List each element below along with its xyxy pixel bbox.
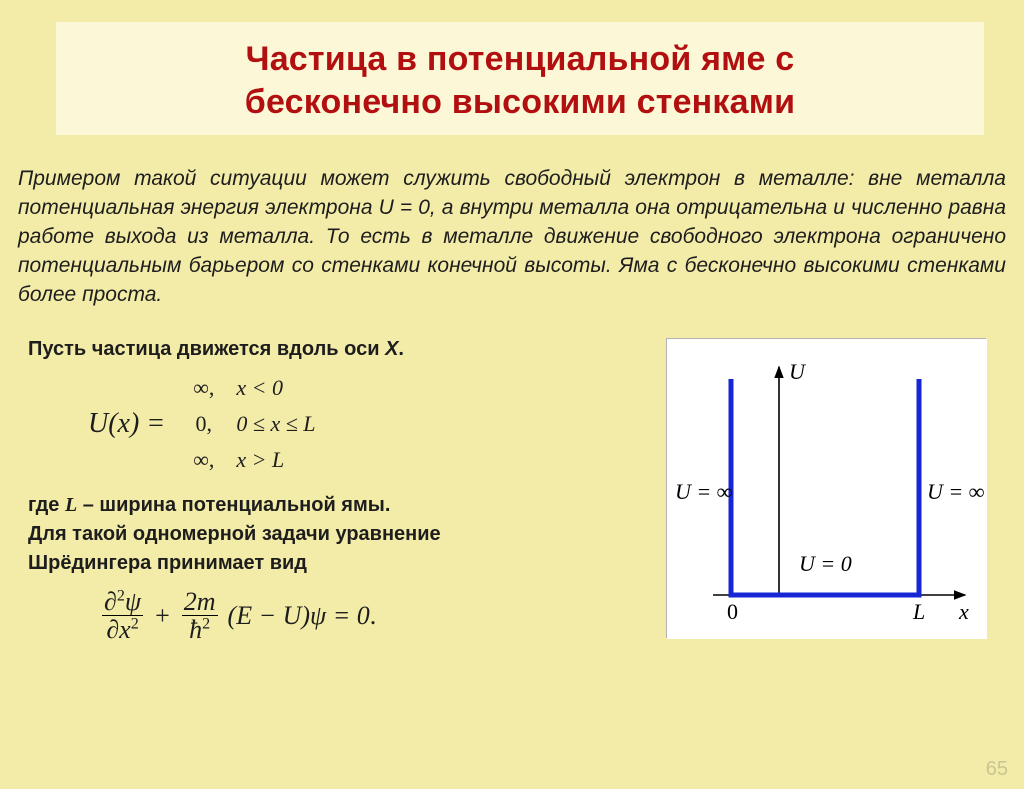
where-post: – ширина потенциальной ямы. — [77, 494, 390, 516]
schro-frac-2-num: 2m — [182, 588, 218, 616]
where-line: где L – ширина потенциальной ямы. — [28, 491, 650, 520]
piecewise-cond: 0 ≤ x ≤ L — [226, 407, 325, 441]
content-row: Пусть частица движется вдоль оси X. U(x)… — [0, 338, 1024, 644]
psi-symbol: ψ — [125, 587, 141, 616]
schro-frac-1: ∂2ψ ∂x2 — [102, 588, 143, 644]
dx-symbol: ∂x — [106, 615, 130, 644]
body-line-3: Шрёдингера принимает вид — [28, 549, 650, 578]
body-line-2: Для такой одномерной задачи уравнение — [28, 520, 650, 549]
svg-text:U = 0: U = 0 — [799, 551, 852, 576]
axis-sentence-suffix: . — [398, 338, 404, 360]
piecewise-row: ∞, x > L — [183, 443, 325, 477]
plus-sign: + — [155, 601, 170, 631]
schro-frac-1-den: ∂x2 — [104, 616, 140, 643]
axis-variable: X — [385, 338, 398, 360]
piecewise-cond: x < 0 — [226, 371, 325, 405]
piecewise-value: ∞, — [183, 371, 224, 405]
page-title: Частица в потенциальной яме сбесконечно … — [64, 38, 976, 123]
partial-symbol: ∂ — [104, 587, 117, 616]
sup-2: 2 — [117, 587, 125, 604]
piecewise-value: 0, — [183, 407, 224, 441]
where-L: L — [65, 494, 77, 516]
schro-frac-2-den: ħ2 — [187, 616, 212, 643]
page-number: 65 — [986, 758, 1008, 781]
svg-text:x: x — [958, 599, 969, 624]
right-column: Ux 0 L U = ∞ U = ∞ U = 0 — [658, 338, 1024, 644]
left-column: Пусть частица движется вдоль оси X. U(x)… — [0, 338, 658, 644]
schrodinger-equation: ∂2ψ ∂x2 + 2m ħ2 (E − U)ψ = 0. — [98, 588, 650, 644]
piecewise-cases: ∞, x < 0 0, 0 ≤ x ≤ L ∞, x > L — [181, 369, 327, 479]
svg-text:U: U — [789, 359, 807, 384]
schrodinger-row: ∂2ψ ∂x2 + 2m ħ2 (E − U)ψ = 0. — [98, 588, 650, 644]
svg-text:0: 0 — [727, 599, 738, 624]
piecewise-label: U(x) = — [88, 408, 165, 440]
piecewise-cond: x > L — [226, 443, 325, 477]
piecewise-value: ∞, — [183, 443, 224, 477]
piecewise-row: 0, 0 ≤ x ≤ L — [183, 407, 325, 441]
sup-2: 2 — [131, 616, 139, 633]
potential-well-diagram: Ux 0 L U = ∞ U = ∞ U = 0 — [666, 338, 986, 638]
svg-text:U = ∞: U = ∞ — [927, 479, 985, 504]
svg-text:U = ∞: U = ∞ — [675, 479, 733, 504]
schro-period: . — [370, 601, 377, 631]
where-pre: где — [28, 494, 65, 516]
piecewise-definition: U(x) = ∞, x < 0 0, 0 ≤ x ≤ L ∞, x > L — [88, 369, 650, 479]
axis-sentence: Пусть частица движется вдоль оси X. — [28, 338, 650, 361]
potential-well-svg: Ux 0 L U = ∞ U = ∞ U = 0 — [667, 339, 987, 639]
sup-2: 2 — [202, 616, 210, 633]
intro-paragraph: Примером такой ситуации может служить св… — [18, 165, 1006, 310]
axis-sentence-prefix: Пусть частица движется вдоль оси — [28, 338, 385, 360]
schro-tail: (E − U)ψ = 0 — [228, 601, 370, 631]
hbar-symbol: ħ — [189, 615, 202, 644]
schro-frac-1-num: ∂2ψ — [102, 588, 143, 616]
svg-text:L: L — [912, 599, 925, 624]
piecewise-row: ∞, x < 0 — [183, 371, 325, 405]
title-block: Частица в потенциальной яме сбесконечно … — [56, 22, 984, 135]
schro-frac-2: 2m ħ2 — [182, 588, 218, 644]
